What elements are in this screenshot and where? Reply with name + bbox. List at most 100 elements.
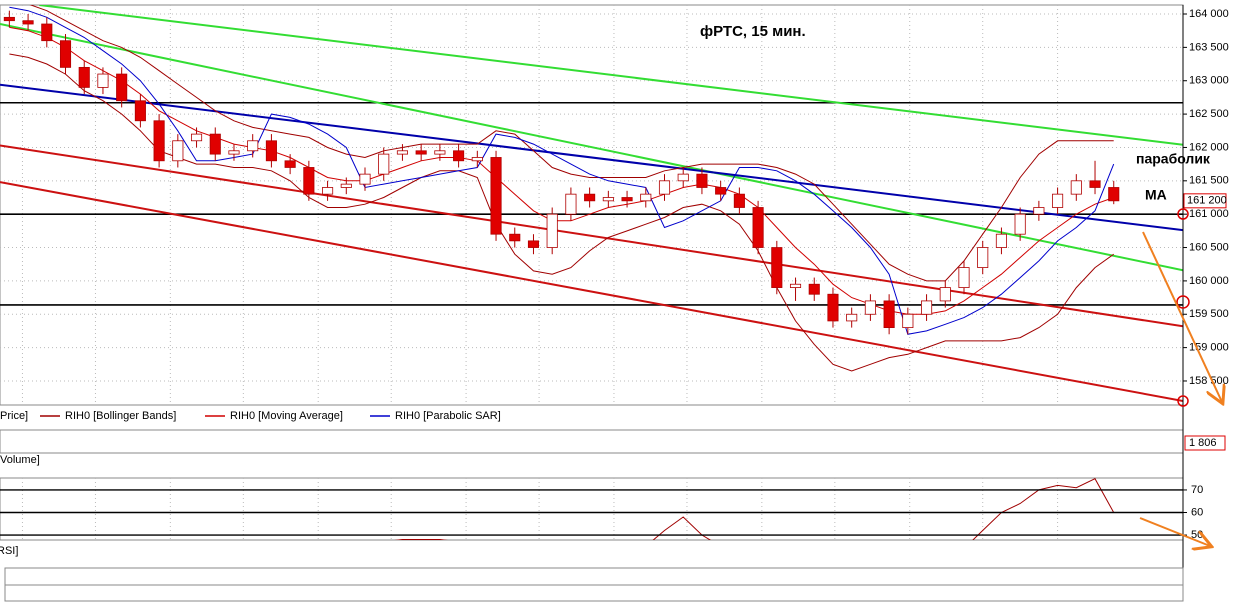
y-tick-label: 162 500 [1189,108,1229,120]
candle-body [471,157,483,162]
candle-body [1070,180,1082,195]
y-tick-label: 160 000 [1189,275,1229,287]
forecast-arrow [1139,517,1210,546]
candle-body [677,173,689,182]
candle-body [958,267,970,288]
candle-body [640,193,652,202]
candle-body [265,140,277,162]
candle-body [902,313,914,329]
candle-body [116,73,128,102]
y-tick-label: 160 500 [1189,241,1229,253]
y-tick-label: 161 500 [1189,175,1229,187]
trend-line [0,181,1183,402]
last-price-tag [1183,193,1227,209]
candle-body [527,240,540,248]
y-tick-label: 164 000 [1189,8,1229,20]
candle-body [846,313,858,322]
candle-body [827,293,839,322]
candle-body [209,133,221,155]
candle-body [322,187,334,195]
candle-body [921,300,933,315]
rsi-panel [0,477,1184,541]
candle-body [134,100,146,122]
band-upper [29,5,1114,282]
candle-body [59,40,72,68]
candle-body [41,23,53,42]
candle-body [359,173,371,185]
candle-body [939,287,951,302]
candle-body [771,247,783,288]
candle-body [808,283,820,295]
price-plot [0,5,1183,402]
marker-circle [1177,208,1189,220]
candle-body [1014,213,1026,235]
y-tick-label: 161 000 [1189,208,1229,220]
candle-body [509,233,521,242]
candle-body [789,283,802,288]
candle-body [1089,180,1101,188]
candle-body [565,193,577,215]
candle-body [78,66,90,88]
candle-body [584,193,596,202]
candle-body [247,140,259,152]
candle-body [190,133,203,142]
candle-body [864,300,876,315]
marker-circle [1177,395,1189,407]
y-tick-label: 163 500 [1189,41,1229,53]
panel-label: Volume] [0,454,40,466]
indicator-line [9,6,1115,335]
candle-body [284,160,296,168]
candle-body [621,197,633,202]
candle-body [752,207,764,248]
candle-body [715,187,727,195]
trend-line [0,83,1183,232]
trend-line [39,5,1183,146]
candle-body [1108,187,1120,202]
candle-body [172,140,184,162]
candle-body [658,180,671,195]
candle-body [3,16,15,22]
candle-body [228,150,240,155]
candle-body [97,73,109,88]
volume-panel [0,429,1184,454]
trend-line [0,144,1183,328]
forecast-arrow [1142,231,1222,402]
candle-body [546,213,558,248]
volume-tag [1184,435,1226,451]
candle-body [415,150,427,155]
candle-body [883,300,895,329]
candle-body [696,173,708,188]
last-price-label: 161 200 [1187,195,1227,207]
y-tick-label: 162 000 [1189,141,1229,153]
legend-label: RIH0 [Parabolic SAR] [395,410,501,422]
candle-body [602,197,614,202]
legend-label: Price] [0,410,28,422]
candle-body [378,153,390,175]
chart-title: фРТС, 15 мин. [700,23,806,40]
annotation: параболик [1136,151,1211,167]
legend-label: RIH0 [Bollinger Bands] [65,410,176,422]
candle-body [490,157,502,235]
candle-body [453,150,465,162]
rsi-tick-label: 70 [1191,484,1203,496]
candle-body [977,247,989,268]
candle-body [1052,193,1064,208]
y-tick-label: 163 000 [1189,75,1229,87]
candle-body [434,150,446,155]
band-lower [9,53,1114,372]
candle-body [396,150,408,155]
candle-body [995,233,1007,248]
marker-circle [1176,295,1190,309]
candle-body [303,167,315,195]
annotation: MA [1145,187,1167,203]
candle-body [22,20,34,25]
legend-label: RIH0 [Moving Average] [230,410,343,422]
y-tick-label: 158 500 [1189,375,1229,387]
volume-label: 1 806 [1189,437,1217,449]
rsi-tick-label: 60 [1191,506,1203,518]
candle-body [153,120,165,162]
candle-body [340,183,352,188]
candle-body [733,193,745,208]
